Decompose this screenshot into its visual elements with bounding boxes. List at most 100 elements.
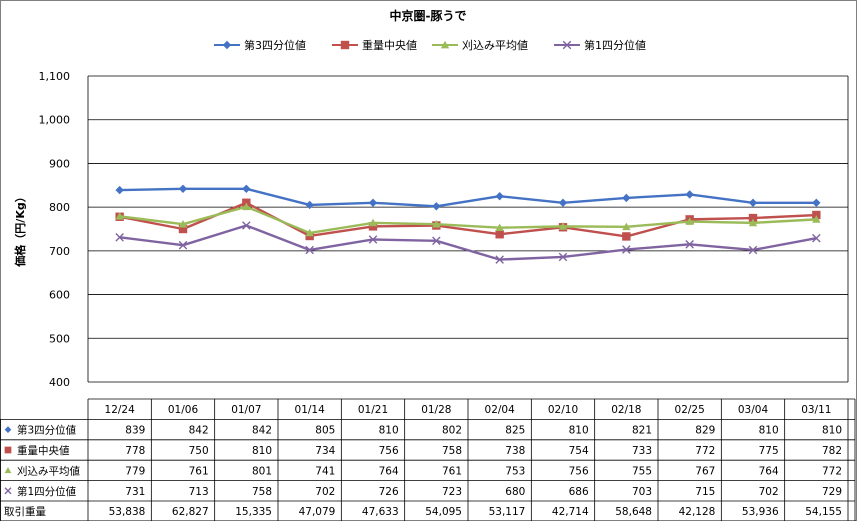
y-tick-label: 1,100	[39, 70, 71, 83]
data-point-s3-6	[432, 219, 441, 228]
data-point-s1-5	[368, 198, 378, 207]
table-cell: 782	[822, 445, 842, 457]
table-cell: 810	[569, 425, 589, 437]
data-point-s1-10	[685, 190, 694, 199]
x-tick-label: 02/10	[548, 404, 578, 416]
data-point-s1-9	[622, 193, 631, 203]
table-cell: 729	[822, 486, 842, 498]
data-point-s1-1	[115, 185, 124, 195]
series-line-3	[119, 205, 817, 235]
table-cell: 761	[189, 465, 209, 477]
table-cell: 62,827	[172, 506, 209, 518]
data-point-s3-9	[622, 222, 631, 231]
data-point-s4-10	[685, 240, 694, 249]
table-cell: 810	[252, 445, 272, 457]
table-cell: 758	[442, 445, 462, 457]
table-cell: 680	[505, 486, 525, 498]
table-cell: 702	[315, 486, 335, 498]
table-cell: 825	[505, 425, 525, 437]
table-row-label: 第1四分位値	[17, 485, 77, 498]
legend-marker-1	[222, 40, 232, 50]
x-tick-label: 01/28	[421, 404, 451, 416]
y-tick-label: 800	[49, 201, 70, 214]
data-point-s3-1	[115, 212, 124, 220]
data-point-s2-12	[812, 210, 821, 220]
table-cell: 761	[442, 465, 462, 477]
table-cell: 686	[569, 486, 589, 498]
y-tick-label: 400	[49, 376, 70, 389]
table-legend-marker-4	[4, 487, 12, 495]
chart-title: 中京圏-豚うで	[390, 8, 467, 23]
table-cell: 53,117	[489, 506, 526, 518]
table-cell: 703	[632, 486, 652, 498]
data-point-s3-12	[812, 215, 821, 223]
table-cell: 801	[252, 465, 272, 477]
table-cell: 58,648	[615, 506, 652, 518]
data-point-s4-6	[432, 236, 441, 246]
data-point-s3-11	[748, 218, 758, 227]
table-cell: 726	[379, 486, 399, 498]
table-cell: 713	[189, 486, 209, 498]
data-point-s4-2	[178, 240, 188, 250]
data-point-s4-9	[622, 245, 631, 254]
table-cell: 764	[379, 465, 399, 477]
data-point-s3-2	[178, 219, 188, 228]
data-point-s1-7	[495, 192, 504, 201]
data-point-s4-7	[495, 255, 504, 264]
table-cell: 715	[695, 486, 715, 498]
table-cell: 753	[505, 465, 525, 477]
table-cell: 53,838	[109, 506, 146, 518]
table-cell: 821	[632, 425, 652, 437]
legend-label-2: 重量中央値	[362, 38, 417, 52]
table-cell: 738	[505, 445, 525, 457]
table-cell: 42,128	[679, 506, 716, 518]
data-point-s1-12	[812, 198, 821, 207]
x-tick-label: 12/24	[105, 404, 136, 416]
table-cell: 810	[759, 425, 779, 437]
series-line-2	[119, 201, 817, 238]
data-point-s4-12	[812, 233, 821, 243]
legend-label-3: 刈込み平均値	[462, 39, 528, 52]
y-tick-label: 700	[49, 245, 70, 258]
data-point-s1-8	[558, 198, 568, 207]
y-tick-label: 1,000	[39, 114, 71, 127]
table-cell: 754	[569, 445, 589, 457]
data-point-s1-4	[305, 200, 314, 210]
y-tick-label: 600	[49, 289, 70, 302]
data-point-s2-11	[748, 213, 758, 223]
table-cell: 723	[442, 486, 462, 498]
table-cell: 779	[125, 465, 145, 477]
table-cell: 734	[315, 445, 335, 457]
table-legend-marker-3	[4, 467, 12, 474]
table-row-label: 第3四分位値	[17, 424, 77, 437]
table-cell: 839	[125, 425, 145, 437]
y-tick-label: 500	[49, 332, 70, 345]
table-cell: 805	[315, 425, 335, 437]
table-cell: 731	[125, 486, 145, 498]
table-cell: 756	[569, 465, 589, 477]
table-cell: 778	[125, 445, 145, 457]
x-tick-label: 02/25	[675, 404, 705, 416]
table-row-label: 取引重量	[4, 505, 46, 518]
table-cell: 810	[822, 425, 842, 437]
x-tick-label: 01/07	[231, 404, 261, 416]
legend-label-1: 第3四分位値	[244, 38, 306, 52]
data-point-s2-5	[368, 222, 378, 231]
series-line-4	[119, 224, 817, 261]
data-point-s4-1	[115, 233, 124, 242]
legend-marker-4	[562, 40, 572, 50]
y-axis-label: 価格（円/Kg）	[13, 191, 27, 267]
x-tick-label: 01/06	[168, 404, 199, 416]
data-point-s4-4	[305, 245, 314, 255]
table-row-label: 刈込み平均値	[17, 464, 80, 477]
table-cell: 810	[379, 425, 399, 437]
x-tick-label: 03/11	[801, 404, 831, 416]
data-point-s4-3	[242, 221, 251, 230]
x-tick-label: 01/21	[358, 404, 388, 416]
table-cell: 756	[379, 445, 399, 457]
legend-label-4: 第1四分位値	[584, 38, 646, 52]
table-cell: 47,079	[299, 506, 336, 518]
legend-marker-2	[340, 40, 350, 50]
data-point-s4-8	[558, 252, 568, 262]
table-cell: 764	[759, 465, 779, 477]
